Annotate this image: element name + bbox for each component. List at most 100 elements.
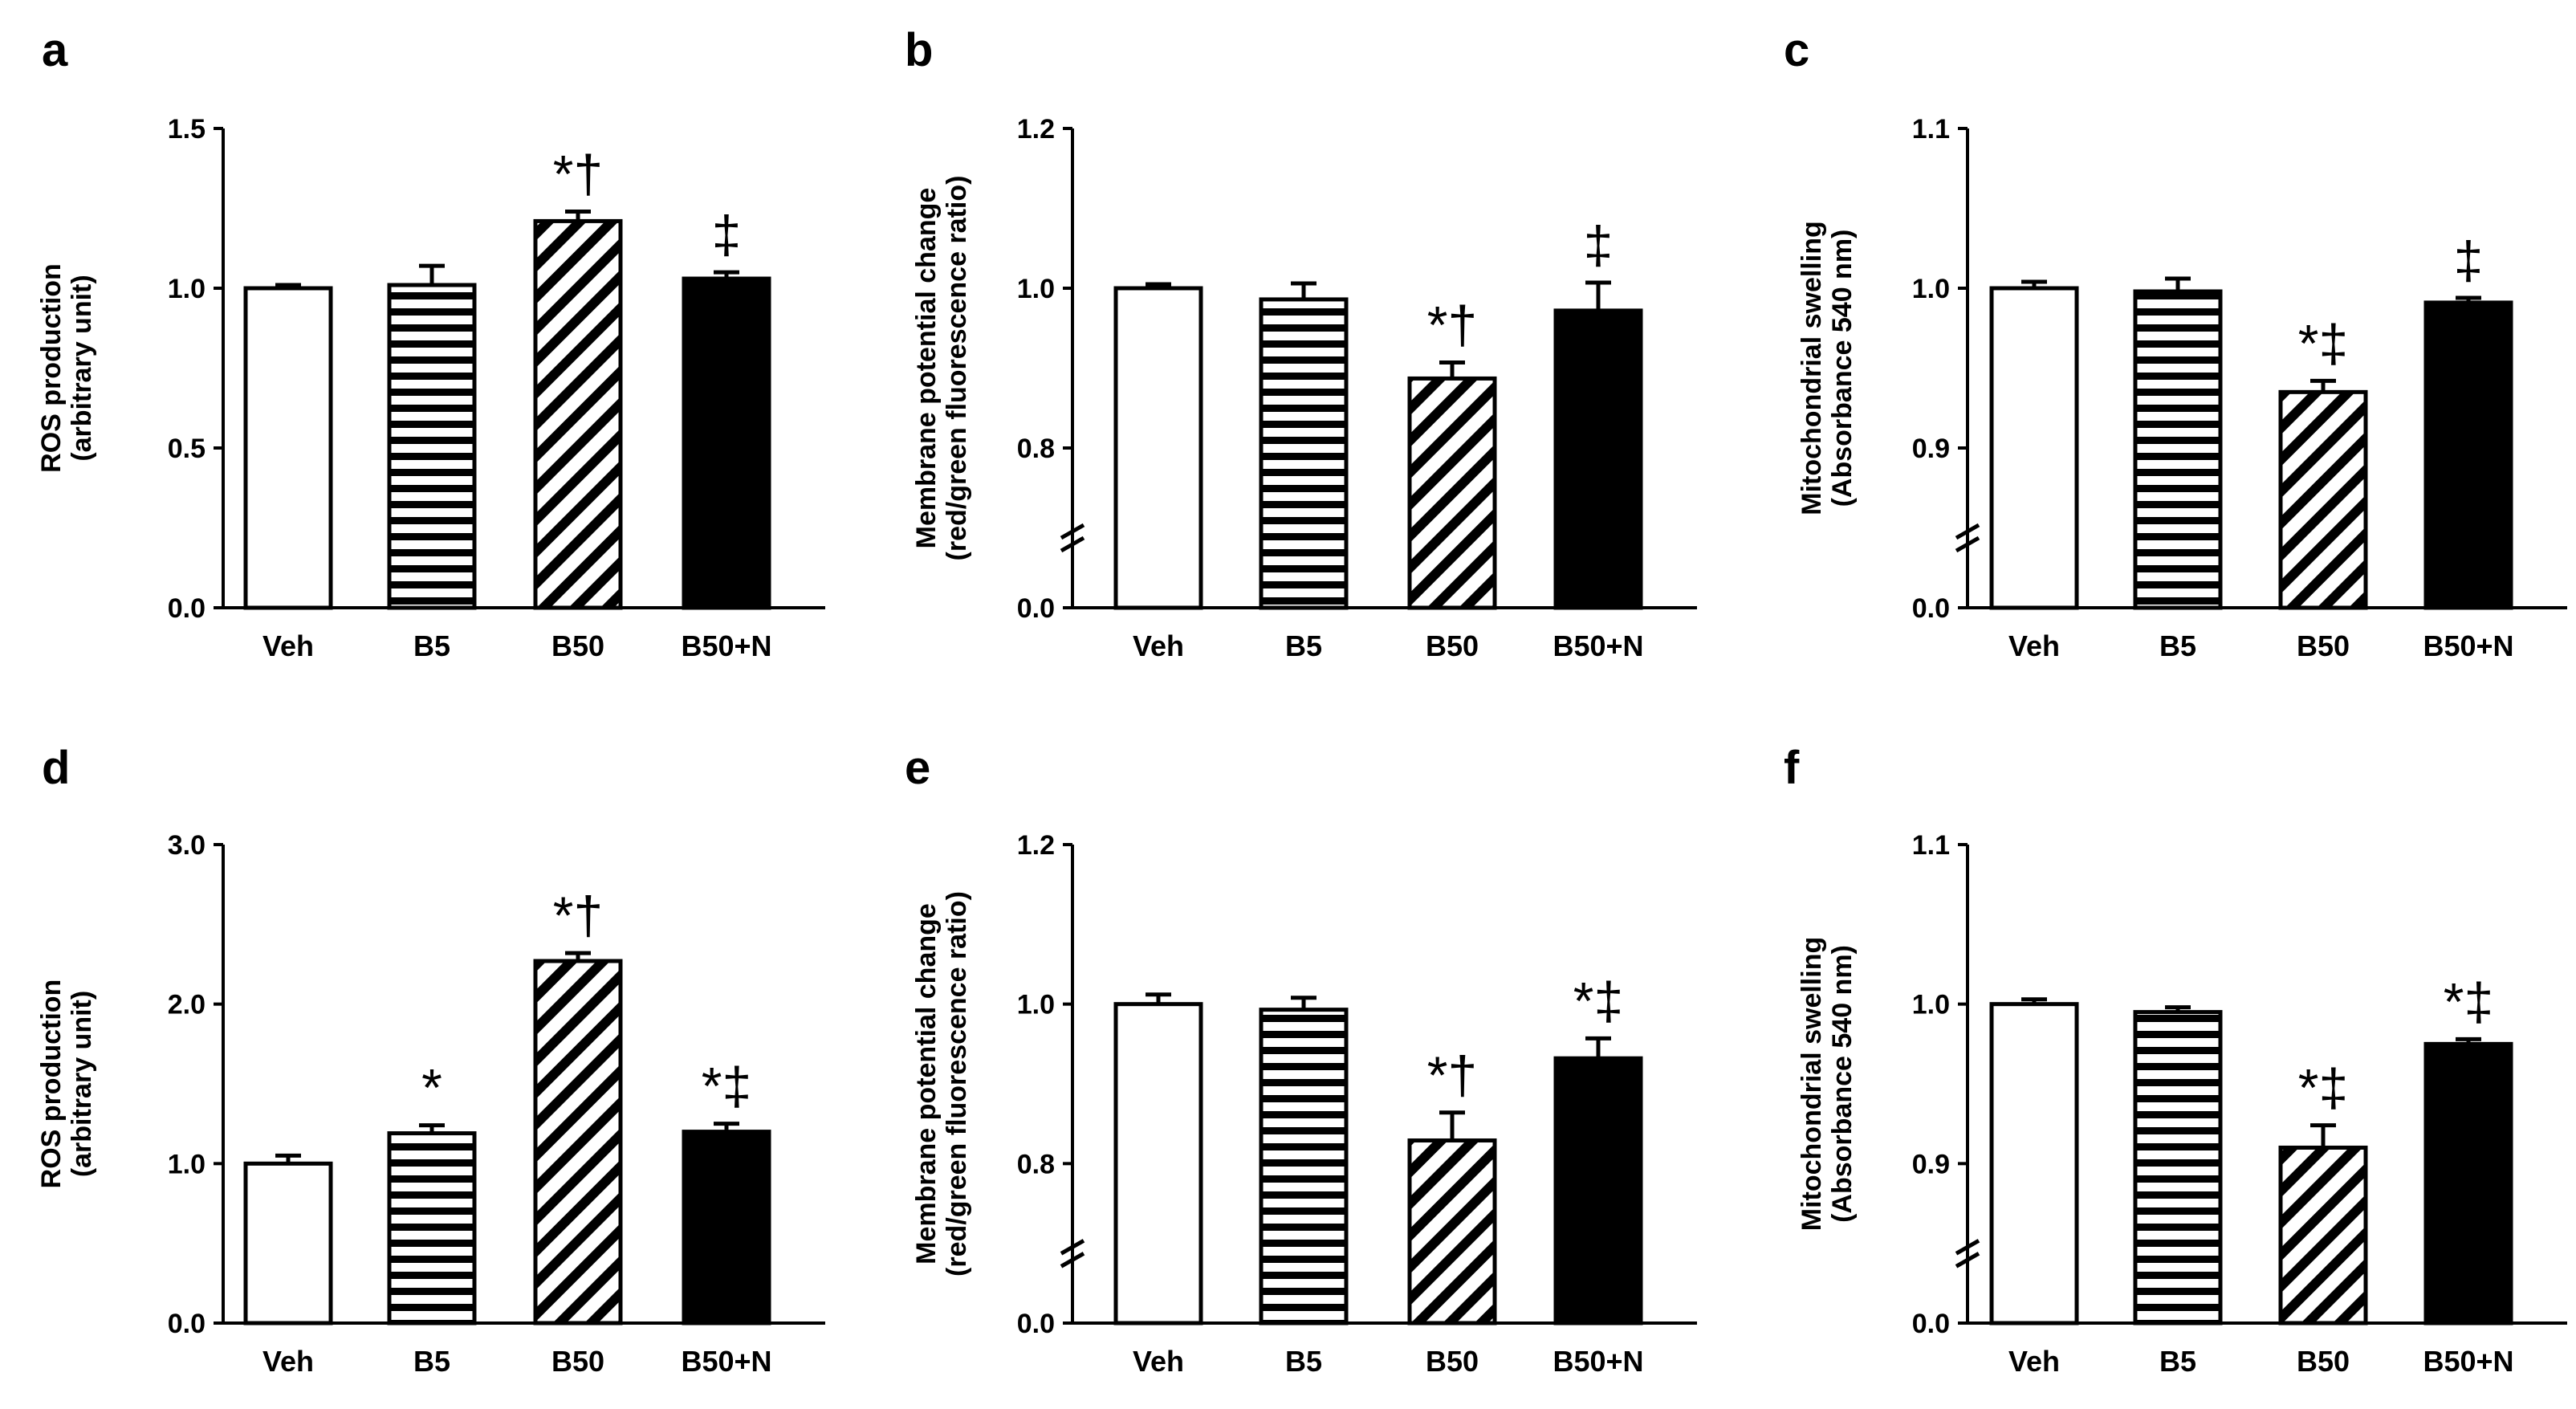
panel-a: a 0.0 0.5 1.0 1.5 ROS production(arbitrary un… [36,24,825,662]
category-label: Veh [1133,1345,1184,1378]
y-axis-label-line: ROS production [36,263,67,473]
significance-marker: ‡ [712,205,742,264]
y-tick-label: 1.1 [1912,830,1950,861]
y-tick-label: 0.9 [1912,434,1950,464]
bar-veh [1989,286,2079,610]
axis-break-line [1060,1239,1085,1256]
bar-b50-plus-n [682,276,771,610]
y-tick-label: 1.5 [168,114,206,145]
y-tick-label: 1.0 [1017,274,1055,304]
significance-marker: *† [1427,1045,1477,1105]
y-tick-label: 0.8 [1017,434,1055,464]
category-label: B50+N [2423,629,2513,662]
bar-b50-plus-n [1553,308,1643,610]
y-axis-label-line: Membrane potential change [911,903,942,1264]
y-axis-label: ROS production(arbitrary unit) [36,263,97,473]
y-axis-label-line: Mitochondrial swelling [1797,221,1827,515]
bar-b50-plus-n [2423,300,2513,610]
significance-marker: ‡ [1584,215,1614,275]
y-tick-label: 1.2 [1017,114,1055,145]
y-tick-label: 0.0 [168,1309,206,1339]
bar-b5 [2133,289,2223,610]
y-axis-label: Membrane potential change(red/green fluo… [911,891,972,1277]
bar-veh [1989,1002,2079,1326]
category-label: Veh [262,1345,314,1378]
significance-marker: ‡ [2454,230,2484,290]
significance-marker: *‡ [2298,313,2348,373]
category-label: Veh [262,629,314,662]
category-label: B5 [2159,1345,2196,1378]
category-label: B50+N [681,629,771,662]
panel-b: b 0.0 0.8 1.0 1.2 Membrane potential change(r… [905,24,1697,662]
bar-b50 [533,218,623,610]
y-axis-label-line: (arbitrary unit) [67,275,97,461]
axis-break-line [1955,536,1980,553]
panel-label: e [905,742,930,794]
panel-label: d [42,742,70,794]
axis-break-mark [1060,1239,1085,1269]
category-label: B5 [413,1345,450,1378]
category-label: B50+N [1553,629,1643,662]
category-label: B50 [2297,629,2350,662]
y-axis-label-line: (Absorbance 540 nm) [1827,230,1858,507]
panel-e: e 0.0 0.8 1.0 1.2 Membrane potential change(r… [905,742,1697,1378]
y-axis-label: ROS production(arbitrary unit) [36,979,97,1189]
significance-marker: *‡ [2298,1058,2348,1118]
y-tick-label: 1.2 [1017,830,1055,861]
axis-break-line [1955,523,1980,540]
y-tick-label: 0.0 [1017,593,1055,624]
category-label: B5 [413,629,450,662]
significance-marker: *‡ [702,1057,751,1116]
y-tick-label: 1.0 [168,274,206,304]
bar-veh [243,1161,333,1326]
bar-b50 [2278,389,2368,610]
bar-b5 [1259,297,1349,610]
axis-break-mark [1955,523,1980,553]
bar-b50-plus-n [682,1130,771,1326]
category-label: B50+N [1553,1345,1643,1378]
significance-marker: *‡ [2444,971,2493,1031]
y-tick-label: 0.8 [1017,1149,1055,1179]
bar-b5 [2133,1010,2223,1326]
y-axis-label: Membrane potential change(red/green fluo… [911,176,972,561]
category-label: Veh [2008,629,2060,662]
y-axis-label-line: Membrane potential change [911,188,942,549]
category-label: B50+N [2423,1345,2513,1378]
y-tick-label: 1.0 [168,1149,206,1179]
significance-marker: *† [553,144,603,203]
y-tick-label: 3.0 [168,830,206,861]
category-label: B50+N [681,1345,771,1378]
axis-break-mark [1955,1239,1980,1269]
category-label: B50 [551,629,604,662]
axis-break-line [1955,1252,1980,1269]
y-tick-label: 0.0 [168,593,206,624]
y-tick-label: 0.0 [1912,1309,1950,1339]
bar-b50 [1407,376,1497,610]
bar-b50-plus-n [1553,1056,1643,1326]
bar-b5 [387,283,477,610]
category-label: B5 [1285,1345,1322,1378]
y-axis-label-line: (Absorbance 540 nm) [1827,945,1858,1223]
y-axis-label-line: (arbitrary unit) [67,991,97,1177]
bar-veh [1113,286,1203,610]
y-axis-label-line: (red/green fluorescence ratio) [942,176,972,561]
bar-b50 [2278,1145,2368,1326]
bar-b50 [1407,1138,1497,1326]
panel-label: a [42,24,68,76]
bar-b5 [387,1131,477,1326]
y-tick-label: 1.1 [1912,114,1950,145]
y-tick-label: 2.0 [168,990,206,1020]
category-label: B50 [551,1345,604,1378]
category-label: Veh [1133,629,1184,662]
category-label: B50 [1426,1345,1479,1378]
category-label: B5 [2159,629,2196,662]
panel-label: c [1784,24,1809,76]
bar-b50 [533,959,623,1326]
panel-f: f 0.0 0.9 1.0 1.1 Mitochondrial swelling(Abso… [1784,742,2567,1378]
y-tick-label: 0.0 [1017,1309,1055,1339]
significance-marker: * [421,1058,442,1118]
bar-veh [1113,1002,1203,1326]
bar-b50-plus-n [2423,1041,2513,1326]
bar-veh [243,286,333,610]
